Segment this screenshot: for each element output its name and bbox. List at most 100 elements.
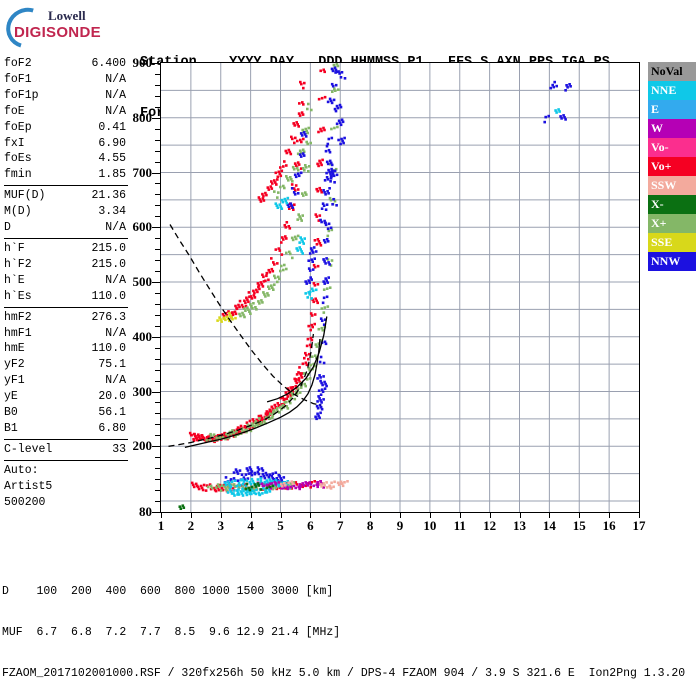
param-group-virtual-heights: h`F 215.0 h`F2 215.0 h`E N/A h`Es 110.0 [2, 241, 130, 305]
param-row: B1 6.80 [2, 421, 130, 437]
x-tick-label: 12 [483, 518, 497, 533]
y-tick-label: 200 [132, 438, 153, 454]
ionogram-canvas[interactable] [161, 63, 639, 512]
legend-item-sse[interactable]: SSE [648, 233, 696, 252]
param-key: hmF2 [4, 310, 32, 324]
param-row: D N/A [2, 220, 130, 236]
param-row: yF2 75.1 [2, 357, 130, 373]
y-axis-tick [155, 490, 161, 492]
legend-item-vo-[interactable]: Vo- [648, 138, 696, 157]
legend-item-noval[interactable]: NoVal [648, 62, 696, 81]
param-row: hmE 110.0 [2, 341, 130, 357]
y-tick-label: 700 [132, 164, 153, 180]
y-axis-tick [155, 161, 161, 163]
y-axis-tick [155, 150, 161, 152]
y-axis-tick [155, 358, 161, 360]
y-axis-tick [155, 479, 161, 481]
param-divider [4, 459, 128, 461]
param-divider [4, 185, 128, 187]
y-axis-tick [155, 139, 161, 141]
y-axis-tick [155, 73, 161, 75]
y-axis-ticks [152, 63, 161, 513]
x-axis-tick [429, 512, 431, 518]
y-axis-tick [152, 446, 161, 448]
legend-item-e[interactable]: E [648, 100, 696, 119]
param-key: foEp [4, 120, 32, 134]
overlay-curves [168, 224, 328, 449]
param-key: M(D) [4, 205, 32, 219]
x-tick-label: 14 [542, 518, 556, 533]
param-key: D [4, 221, 11, 235]
legend-item-nne[interactable]: NNE [648, 81, 696, 100]
y-axis-tick [152, 63, 161, 64]
dashed-lower-branch [168, 333, 315, 447]
param-key: C-level [4, 442, 53, 456]
param-key: yF2 [4, 358, 25, 372]
direction-legend[interactable]: NoVal NNE E W Vo- Vo+ SSW X- X+ SSE NNW [648, 62, 696, 271]
param-key: MUF(D) [4, 189, 46, 203]
x-axis-tick [639, 512, 640, 518]
param-key: foF1 [4, 72, 32, 86]
param-group-clevel: C-level 33 [2, 442, 130, 458]
x-tick-label: 15 [572, 518, 586, 533]
x-axis-tick [190, 512, 192, 518]
x-tick-label: 16 [602, 518, 616, 533]
y-axis-tick [152, 117, 161, 119]
x-axis-tick [579, 512, 581, 518]
param-key: fxI [4, 136, 25, 150]
legend-item-x-[interactable]: X+ [648, 214, 696, 233]
x-tick-label: 5 [277, 518, 284, 533]
param-row: hmF1 N/A [2, 326, 130, 342]
y-axis-tick [155, 194, 161, 196]
y-axis-tick [155, 260, 161, 262]
logo-lowell-text: Lowell [48, 8, 86, 23]
param-divider [4, 438, 128, 440]
x-tick-label: 11 [453, 518, 466, 533]
param-divider [4, 237, 128, 239]
param-key: yF1 [4, 374, 25, 388]
footer-file-row: FZAOM_2017102001000.RSF / 320fx256h 50 k… [2, 666, 686, 680]
footer-info: D 100 200 400 600 800 1000 1500 3000 [km… [2, 558, 685, 694]
x-tick-label: 17 [632, 518, 646, 533]
x-tick-label: 3 [217, 518, 225, 533]
series-x- [178, 482, 275, 510]
param-divider [4, 306, 128, 308]
x-tick-label: 6 [307, 518, 314, 533]
param-value: 33 [112, 442, 126, 456]
param-row: B0 56.1 [2, 405, 130, 421]
param-value: N/A [105, 221, 126, 235]
x-axis-tick [519, 512, 521, 518]
param-row: foF2 6.400 [2, 56, 130, 72]
param-key: foF1p [4, 88, 39, 102]
param-value: N/A [105, 273, 126, 287]
logo-digisonde-text: DIGISONDE [14, 24, 101, 41]
x-axis-tick [549, 512, 551, 518]
y-axis-tick [155, 424, 161, 426]
y-tick-label: 900 [132, 55, 153, 70]
auto-label: Auto: [4, 463, 39, 477]
legend-item-x-[interactable]: X- [648, 195, 696, 214]
legend-item-nnw[interactable]: NNW [648, 252, 696, 271]
param-value: 1.85 [98, 168, 126, 182]
legend-item-vo-[interactable]: Vo+ [648, 157, 696, 176]
x-tick-label: 13 [513, 518, 526, 533]
param-value: N/A [105, 104, 126, 118]
y-axis-tick [155, 402, 161, 404]
ionogram-plot-area[interactable] [160, 62, 640, 513]
param-value: N/A [105, 88, 126, 102]
y-axis-tick [152, 172, 161, 174]
param-value: 56.1 [98, 406, 126, 420]
param-value: N/A [105, 374, 126, 388]
y-axis-tick [155, 292, 161, 294]
param-row: yF1 N/A [2, 373, 130, 389]
x-axis-tick [220, 512, 222, 518]
y-axis-tick [155, 468, 161, 470]
y-axis-tick [155, 413, 161, 415]
x-axis-tick [459, 512, 461, 518]
y-axis-labels: 80 200 300 400 500 600 700 800 900 [108, 0, 156, 600]
legend-item-w[interactable]: W [648, 119, 696, 138]
legend-item-ssw[interactable]: SSW [648, 176, 696, 195]
param-value: 21.36 [91, 189, 126, 203]
muf-dashed-curve [169, 224, 321, 406]
y-axis-tick [155, 205, 161, 207]
